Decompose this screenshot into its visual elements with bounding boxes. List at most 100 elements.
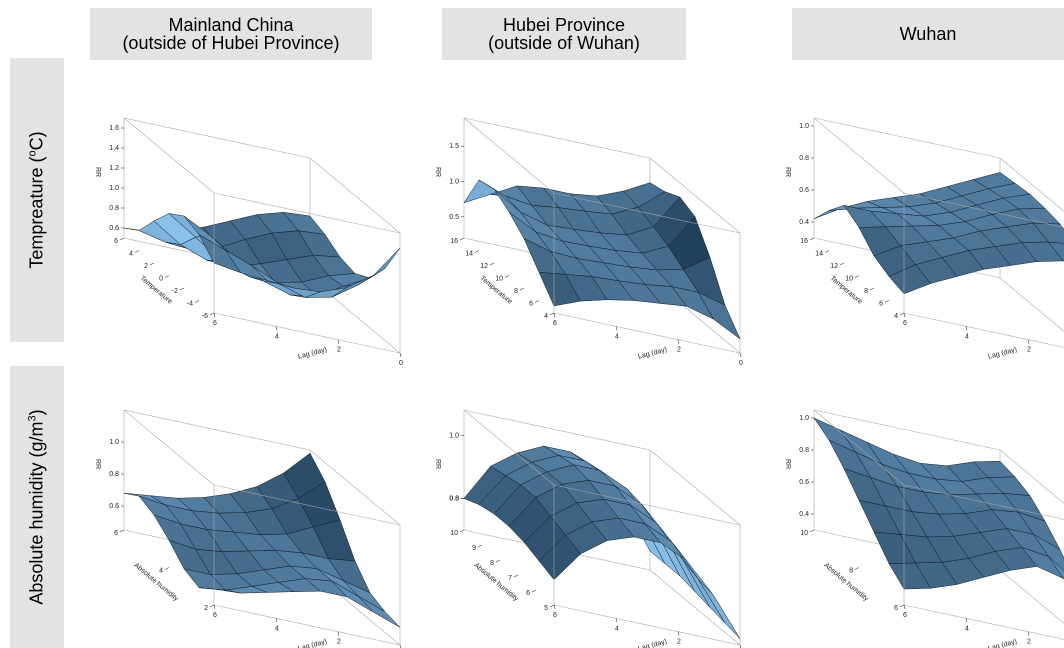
- y-tick: [869, 287, 875, 291]
- x-axis-label: Lag (day): [987, 346, 1017, 360]
- y-tick: [899, 312, 905, 316]
- y-tick-label: -2: [172, 288, 178, 295]
- y-axis-label: Absolute humidity: [132, 562, 179, 603]
- box-edge-back: [123, 117, 311, 159]
- y-tick: [854, 567, 860, 570]
- x-tick: [275, 618, 278, 623]
- x-tick: [399, 352, 402, 358]
- y-tick: [513, 574, 519, 578]
- x-tick-label: 2: [677, 639, 681, 646]
- box-edge-front: [903, 192, 1064, 228]
- z-tick-label: 0.6: [799, 479, 809, 486]
- y-tick: [164, 567, 170, 570]
- box-edge-front: [463, 117, 555, 194]
- x-tick: [615, 618, 618, 623]
- y-tick-label: 9: [472, 545, 476, 552]
- box-edge-back: [463, 409, 651, 451]
- x-tick-label: 6: [903, 320, 907, 327]
- x-tick: [965, 326, 968, 331]
- box-edge-back: [463, 117, 651, 159]
- y-tick: [549, 604, 555, 608]
- y-tick: [504, 275, 510, 278]
- y-tick: [489, 262, 495, 266]
- x-tick-label: 4: [965, 333, 969, 340]
- z-tick-label: 0.6: [109, 503, 119, 510]
- z-tick-label: 0.8: [449, 495, 459, 502]
- y-tick: [149, 262, 155, 266]
- x-tick-label: 2: [337, 347, 341, 354]
- y-tick-label: 4: [159, 568, 163, 575]
- z-tick-label: 0.4: [799, 219, 809, 226]
- x-axis-label: Lag (day): [987, 638, 1017, 648]
- x-tick-label: 4: [615, 333, 619, 340]
- y-tick-label: -6: [202, 313, 208, 320]
- column-header-wuhan: Wuhan: [792, 8, 1064, 60]
- column-header-line2: (outside of Hubei Province): [122, 33, 340, 53]
- surface-facet: [1033, 534, 1064, 572]
- surface-facet: [698, 292, 741, 340]
- z-axis-label: RR: [434, 459, 441, 469]
- box-edge-back: [813, 117, 1001, 159]
- z-tick-label: 1.4: [109, 145, 119, 152]
- box-edge-back: [999, 157, 1064, 212]
- x-tick-label: 6: [213, 612, 217, 619]
- y-tick-label: 4: [129, 251, 133, 258]
- row-header-absolute-humidity: Absolute humidity (g/m3): [10, 366, 64, 648]
- box-edge-front: [813, 117, 905, 194]
- y-tick-label: 0: [159, 276, 163, 283]
- column-header-line1: Hubei Province: [502, 15, 626, 35]
- box-edge-back: [999, 277, 1064, 332]
- x-tick-label: 4: [275, 625, 279, 632]
- x-tick-label: 6: [213, 320, 217, 327]
- x-tick-label: 6: [553, 320, 557, 327]
- x-tick: [965, 618, 968, 623]
- y-tick: [854, 275, 860, 278]
- y-tick-label: 14: [815, 251, 823, 258]
- y-tick: [519, 287, 525, 291]
- column-header-line1: Mainland China: [168, 15, 294, 35]
- box-edge-back: [649, 157, 741, 234]
- x-axis-label: Lag (day): [637, 346, 667, 360]
- y-tick: [809, 237, 815, 241]
- y-tick: [899, 604, 905, 608]
- z-tick-label: 0.8: [799, 447, 809, 454]
- x-tick-label: 0: [399, 360, 403, 367]
- x-tick: [213, 312, 216, 318]
- surface-plot-temperature-hubei: 0.5 1.0 1.5 RR 16 14 12 10 8 6 4 Temperature 6 4 2 0 Lag…: [434, 78, 743, 367]
- y-tick: [459, 529, 465, 533]
- x-tick: [337, 631, 340, 636]
- y-tick-label: 12: [480, 263, 488, 270]
- x-tick-label: 2: [337, 639, 341, 646]
- y-axis-label: Temperature: [139, 275, 174, 306]
- box-edge-front: [903, 312, 1064, 348]
- row-header-temperature: Tempreature (oC): [10, 58, 64, 342]
- column-header-line1: Wuhan: [899, 24, 957, 44]
- column-header-hubei-province: Hubei Province (outside of Wuhan): [442, 8, 686, 60]
- y-tick-label: 12: [830, 263, 838, 270]
- y-tick: [809, 529, 815, 533]
- y-tick: [119, 529, 125, 533]
- x-tick: [677, 339, 680, 344]
- y-tick: [549, 312, 555, 316]
- x-tick: [399, 644, 402, 648]
- y-tick: [194, 300, 200, 303]
- x-tick: [739, 352, 742, 358]
- y-tick: [884, 300, 890, 303]
- y-tick: [839, 262, 845, 266]
- box-edge-back: [649, 449, 741, 526]
- box-edge-back: [649, 569, 741, 646]
- box-edge-back: [123, 409, 311, 451]
- x-tick: [553, 312, 556, 318]
- z-axis-label: RR: [94, 167, 101, 177]
- y-tick-label: 4: [544, 313, 548, 320]
- box-edge-front: [813, 409, 905, 486]
- x-tick-label: 6: [903, 612, 907, 619]
- y-tick-label: 6: [114, 530, 118, 537]
- box-edge-back: [309, 449, 401, 526]
- surface-facet: [698, 579, 741, 639]
- x-tick: [1027, 631, 1030, 636]
- y-tick-label: 6: [894, 605, 898, 612]
- x-tick: [337, 339, 340, 344]
